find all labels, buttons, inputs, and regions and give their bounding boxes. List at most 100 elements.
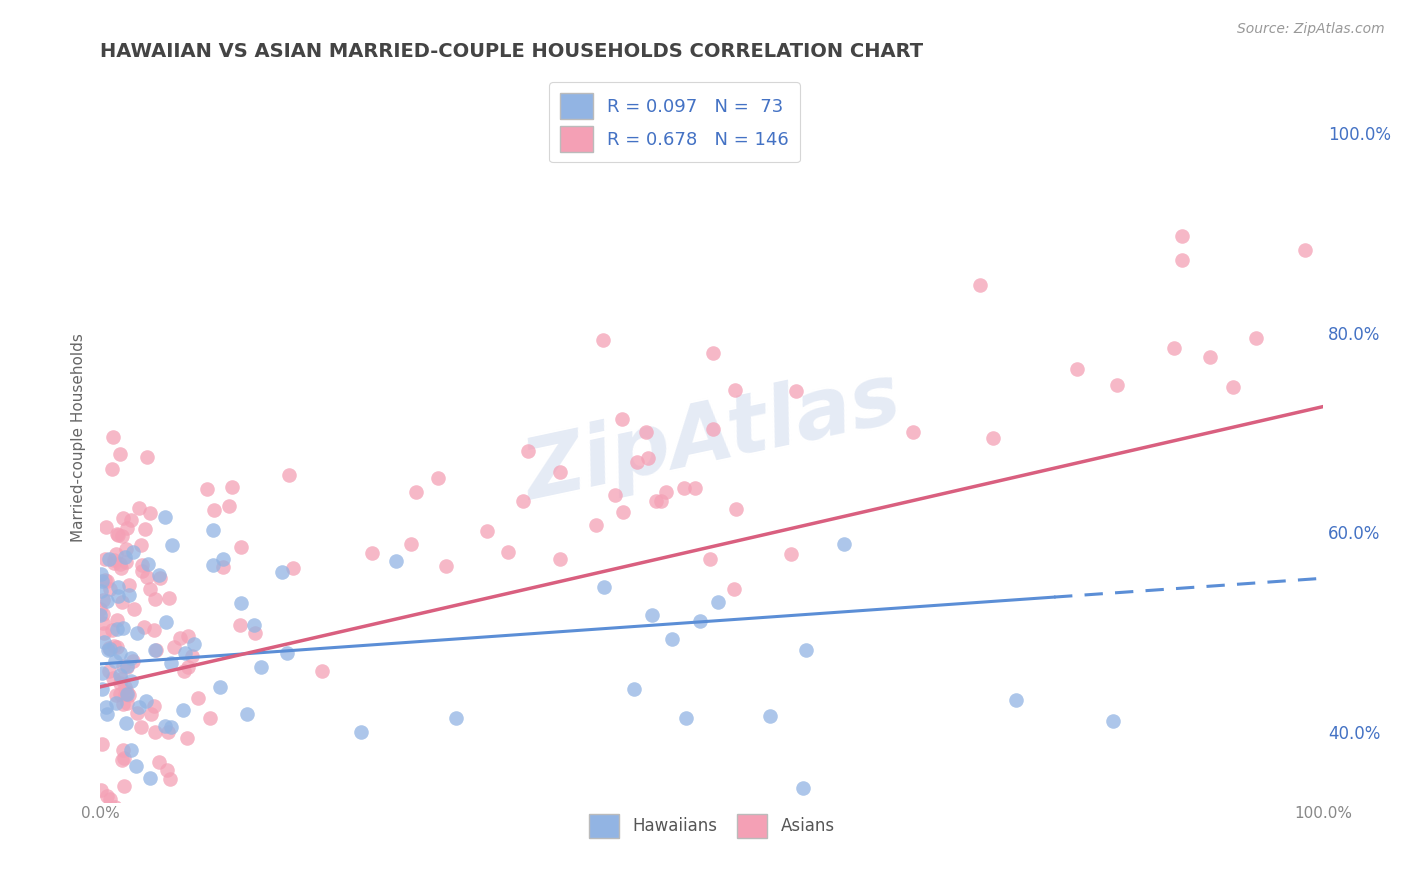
Point [111, 621, 134, 635]
Point [496, 545, 519, 559]
Legend: Hawaiians, Asians: Hawaiians, Asians [582, 807, 841, 844]
Point [110, 561, 132, 575]
Point [107, 589, 129, 603]
Point [160, 657, 183, 671]
Point [103, 799, 125, 814]
Point [90, 574, 112, 588]
Point [94, 520, 117, 534]
Point [89, 601, 111, 615]
Point [160, 720, 183, 734]
Point [1171, 229, 1194, 244]
Point [385, 554, 408, 568]
Point [707, 595, 730, 609]
Point [90, 682, 112, 697]
Point [114, 555, 136, 569]
Point [114, 680, 136, 694]
Point [134, 522, 156, 536]
Point [832, 537, 855, 551]
Point [153, 509, 176, 524]
Point [672, 481, 695, 495]
Point [187, 690, 209, 705]
Point [114, 542, 136, 557]
Point [177, 660, 200, 674]
Point [212, 560, 235, 574]
Point [117, 685, 139, 699]
Point [475, 524, 498, 538]
Point [117, 659, 139, 673]
Point [1222, 380, 1244, 394]
Point [759, 709, 782, 723]
Point [112, 751, 135, 765]
Point [903, 425, 925, 439]
Point [156, 763, 179, 777]
Point [201, 558, 224, 572]
Point [90, 665, 112, 680]
Point [129, 720, 152, 734]
Point [105, 696, 128, 710]
Point [103, 639, 125, 653]
Point [176, 731, 198, 745]
Point [405, 484, 427, 499]
Point [105, 614, 128, 628]
Point [236, 707, 259, 722]
Point [1066, 362, 1088, 376]
Point [91, 616, 114, 631]
Point [91, 738, 114, 752]
Point [108, 668, 131, 682]
Point [107, 580, 129, 594]
Point [120, 513, 142, 527]
Point [108, 557, 131, 571]
Point [138, 507, 160, 521]
Point [114, 716, 136, 731]
Point [212, 551, 235, 566]
Point [231, 596, 253, 610]
Point [98, 792, 121, 806]
Point [104, 654, 127, 668]
Point [981, 432, 1004, 446]
Point [111, 511, 134, 525]
Point [135, 694, 157, 708]
Point [97, 641, 120, 656]
Point [93, 634, 115, 648]
Point [94, 552, 117, 566]
Point [91, 607, 114, 621]
Point [281, 561, 304, 575]
Point [108, 647, 131, 661]
Point [115, 659, 138, 673]
Point [117, 688, 139, 702]
Point [131, 538, 153, 552]
Point [135, 570, 157, 584]
Point [434, 558, 457, 573]
Point [399, 537, 422, 551]
Point [118, 588, 141, 602]
Point [131, 565, 153, 579]
Point [145, 643, 167, 657]
Point [96, 707, 118, 722]
Point [103, 556, 125, 570]
Point [91, 593, 114, 607]
Point [105, 526, 128, 541]
Point [98, 582, 121, 596]
Point [108, 447, 131, 461]
Point [139, 706, 162, 721]
Point [101, 671, 124, 685]
Point [128, 500, 150, 515]
Point [360, 546, 382, 560]
Point [444, 710, 467, 724]
Text: Source: ZipAtlas.com: Source: ZipAtlas.com [1237, 22, 1385, 37]
Point [142, 623, 165, 637]
Point [98, 642, 121, 657]
Point [96, 594, 118, 608]
Point [181, 648, 204, 663]
Point [125, 759, 148, 773]
Point [153, 719, 176, 733]
Point [125, 706, 148, 720]
Point [120, 743, 142, 757]
Point [127, 626, 149, 640]
Point [702, 422, 724, 436]
Point [114, 549, 136, 564]
Point [779, 547, 801, 561]
Text: HAWAIIAN VS ASIAN MARRIED-COUPLE HOUSEHOLDS CORRELATION CHART: HAWAIIAN VS ASIAN MARRIED-COUPLE HOUSEHO… [100, 42, 924, 61]
Point [120, 651, 142, 665]
Point [120, 673, 142, 688]
